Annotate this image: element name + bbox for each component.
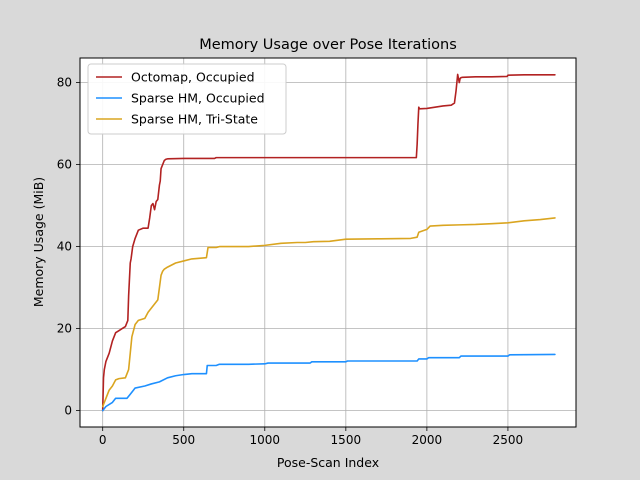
x-tick-label: 1000 bbox=[250, 433, 281, 447]
series-lines bbox=[101, 73, 556, 412]
y-tick-label: 80 bbox=[57, 76, 72, 90]
y-tick-label: 60 bbox=[57, 158, 72, 172]
legend-label-2: Sparse HM, Tri-State bbox=[131, 112, 258, 127]
y-axis-label: Memory Usage (MiB) bbox=[31, 177, 46, 307]
y-tick-label: 40 bbox=[57, 240, 72, 254]
x-tick-label: 2000 bbox=[412, 433, 443, 447]
x-tick-label: 1500 bbox=[331, 433, 362, 447]
series-line-1 bbox=[101, 353, 556, 412]
x-tick-label: 500 bbox=[172, 433, 195, 447]
legend-items: Octomap, Occupied Sparse HM, Occupied Spar… bbox=[96, 70, 265, 127]
legend-label-0: Octomap, Occupied bbox=[131, 70, 255, 85]
x-tick-label: 2500 bbox=[493, 433, 524, 447]
x-axis-label: Pose-Scan Index bbox=[277, 455, 379, 470]
series-line-2 bbox=[101, 217, 556, 408]
x-axis-ticks: 0 500 1000 1500 2000 2500 bbox=[99, 427, 523, 447]
legend-box bbox=[87, 63, 287, 135]
y-tick-label: 20 bbox=[57, 322, 72, 336]
y-axis-ticks: 0 20 40 60 80 bbox=[57, 76, 80, 418]
y-tick-label: 0 bbox=[64, 404, 72, 418]
legend-label-1: Sparse HM, Occupied bbox=[131, 91, 265, 106]
series-line-0 bbox=[101, 73, 556, 412]
x-tick-label: 0 bbox=[99, 433, 107, 447]
plot-frame bbox=[79, 57, 577, 428]
chart-title: Memory Usage over Pose Iterations bbox=[199, 37, 457, 53]
legend: Octomap, Occupied Sparse HM, Occupied Spar… bbox=[87, 63, 287, 135]
